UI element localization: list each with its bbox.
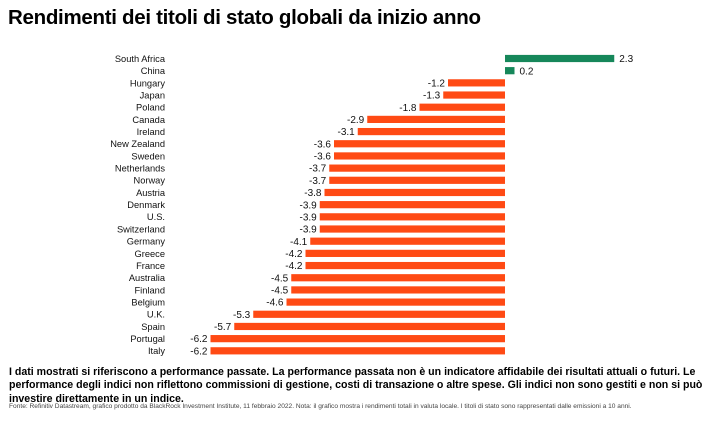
value-label-netherlands: -3.7 xyxy=(309,164,327,175)
value-label-austria: -3.8 xyxy=(304,188,322,199)
category-label-austria: Austria xyxy=(136,188,166,198)
bar-switzerland xyxy=(319,225,505,233)
disclaimer-note: I dati mostrati si riferiscono a perform… xyxy=(9,366,703,405)
bar-germany xyxy=(310,237,505,245)
bar-norway xyxy=(329,176,505,184)
value-label-new-zealand: -3.6 xyxy=(314,139,332,150)
category-label-portugal: Portugal xyxy=(130,334,165,344)
value-label-u-k: -5.3 xyxy=(233,310,251,321)
bar-japan xyxy=(443,91,505,99)
value-label-italy: -6.2 xyxy=(190,346,208,357)
category-label-australia: Australia xyxy=(129,273,166,283)
chart-title: Rendimenti dei titoli di stato globali d… xyxy=(8,6,481,29)
category-label-canada: Canada xyxy=(132,115,165,125)
value-label-denmark: -3.9 xyxy=(300,200,318,211)
bar-new-zealand xyxy=(334,140,505,148)
category-label-japan: Japan xyxy=(140,90,165,100)
bar-denmark xyxy=(319,201,505,209)
bar-portugal xyxy=(210,335,505,343)
value-label-norway: -3.7 xyxy=(309,176,327,187)
category-label-belgium: Belgium xyxy=(131,298,165,308)
category-label-sweden: Sweden xyxy=(131,151,165,161)
bar-chart: South Africa 2.3 China 0.2 Hungary -1.2 Japan -… xyxy=(110,54,633,358)
category-label-switzerland: Switzerland xyxy=(117,224,165,234)
bar-u-k xyxy=(253,310,505,318)
value-label-canada: -2.9 xyxy=(347,115,365,126)
category-label-spain: Spain xyxy=(141,322,165,332)
category-label-poland: Poland xyxy=(136,103,165,113)
value-label-spain: -5.7 xyxy=(214,322,232,333)
value-label-france: -4.2 xyxy=(285,261,303,272)
value-label-poland: -1.8 xyxy=(399,103,417,114)
value-label-belgium: -4.6 xyxy=(266,298,284,309)
bar-south-africa xyxy=(505,54,615,63)
category-label-netherlands: Netherlands xyxy=(115,164,165,174)
bar-italy xyxy=(210,347,505,355)
bar-belgium xyxy=(286,298,505,306)
category-label-denmark: Denmark xyxy=(127,200,165,210)
bar-ireland xyxy=(357,127,505,136)
bar-france xyxy=(305,261,505,270)
value-label-south-africa: 2.3 xyxy=(619,54,633,65)
category-label-u-s: U.S. xyxy=(147,212,165,222)
bar-poland xyxy=(419,103,505,111)
value-label-u-s: -3.9 xyxy=(300,212,318,223)
value-label-greece: -4.2 xyxy=(285,249,303,260)
value-label-germany: -4.1 xyxy=(290,237,308,248)
value-label-sweden: -3.6 xyxy=(314,152,332,163)
category-label-hungary: Hungary xyxy=(130,78,165,88)
category-label-france: France xyxy=(136,261,165,271)
bar-greece xyxy=(305,249,505,257)
bar-sweden xyxy=(334,152,505,160)
category-label-south-africa: South Africa xyxy=(115,54,166,64)
bar-u-s xyxy=(319,213,505,221)
category-label-finland: Finland xyxy=(135,285,166,295)
category-label-norway: Norway xyxy=(133,176,165,186)
category-label-u-k: U.K. xyxy=(147,310,165,320)
value-label-japan: -1.3 xyxy=(423,91,441,102)
bar-canada xyxy=(367,115,505,123)
bar-finland xyxy=(291,286,505,294)
bar-hungary xyxy=(448,79,505,87)
category-label-new-zealand: New Zealand xyxy=(110,139,165,149)
value-label-switzerland: -3.9 xyxy=(300,225,318,236)
value-label-australia: -4.5 xyxy=(271,273,289,284)
source-note: Fonte: Refinitiv Datastream, grafico pro… xyxy=(9,403,632,410)
value-label-hungary: -1.2 xyxy=(428,78,446,89)
value-label-china: 0.2 xyxy=(520,66,534,77)
value-label-ireland: -3.1 xyxy=(338,127,356,138)
category-label-italy: Italy xyxy=(148,346,165,356)
category-label-ireland: Ireland xyxy=(137,127,165,137)
value-label-portugal: -6.2 xyxy=(190,334,208,345)
bar-china xyxy=(505,67,515,75)
bar-netherlands xyxy=(329,164,505,172)
bar-australia xyxy=(291,274,505,282)
bar-austria xyxy=(324,188,505,197)
bar-spain xyxy=(234,322,505,331)
category-label-china: China xyxy=(141,66,166,76)
value-label-finland: -4.5 xyxy=(271,286,289,297)
category-label-greece: Greece xyxy=(135,249,166,259)
category-label-germany: Germany xyxy=(127,237,166,247)
